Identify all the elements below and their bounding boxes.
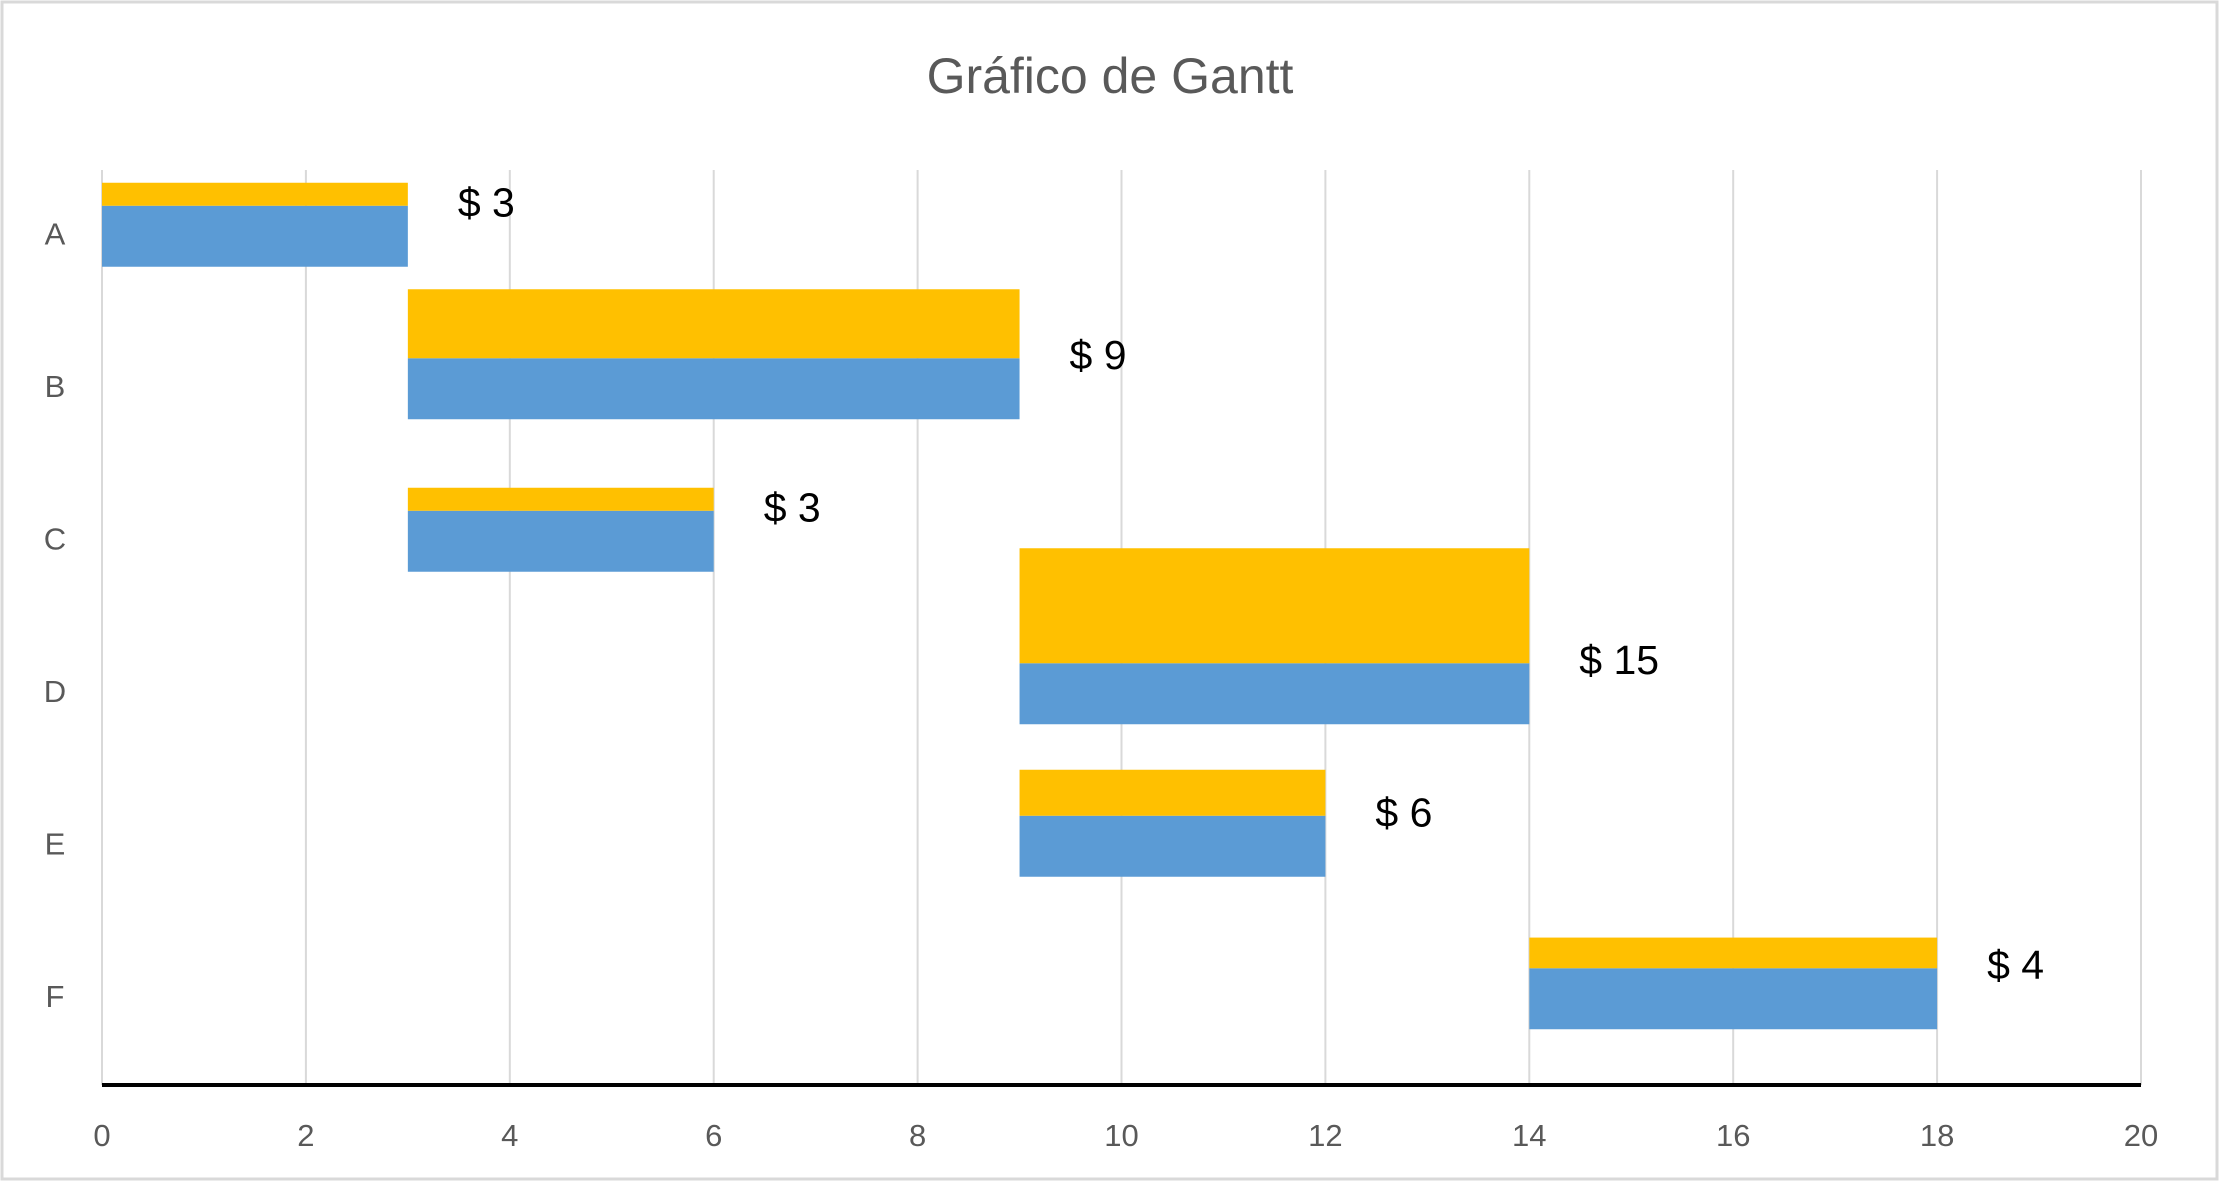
data-label: $ 6: [1375, 790, 1432, 836]
x-tick-label: 4: [501, 1118, 518, 1153]
y-tick-label: D: [44, 674, 66, 709]
x-tick-label: 6: [705, 1118, 722, 1153]
x-tick-label: 8: [909, 1118, 926, 1153]
y-tick-label: F: [46, 979, 65, 1014]
cost-bar: [407, 487, 714, 511]
cost-bar: [102, 182, 408, 206]
data-label: $ 3: [458, 180, 515, 226]
duration-bar: [407, 510, 714, 572]
cost-bar: [407, 289, 1020, 359]
data-label: $ 15: [1579, 637, 1659, 683]
data-label: $ 9: [1070, 332, 1127, 378]
data-label: $ 4: [1987, 942, 2044, 988]
duration-bar: [1019, 663, 1530, 725]
cost-bar: [1019, 548, 1530, 664]
x-tick-label: 14: [1512, 1118, 1546, 1153]
y-tick-label: A: [45, 216, 66, 251]
cost-bar: [1529, 937, 1938, 969]
duration-bar: [407, 358, 1020, 420]
x-tick-label: 20: [2124, 1118, 2158, 1153]
duration-bar: [102, 205, 408, 267]
x-tick-label: 18: [1920, 1118, 1954, 1153]
cost-bar: [1019, 769, 1326, 816]
duration-bar: [1019, 815, 1326, 877]
y-tick-label: C: [44, 521, 66, 556]
x-tick-label: 0: [93, 1118, 110, 1153]
chart-title: Gráfico de Gantt: [927, 48, 1294, 104]
duration-bar: [1529, 968, 1938, 1030]
x-tick-label: 16: [1716, 1118, 1750, 1153]
y-tick-label: B: [45, 369, 66, 404]
x-tick-label: 2: [297, 1118, 314, 1153]
x-tick-label: 12: [1308, 1118, 1342, 1153]
data-label: $ 3: [764, 485, 821, 531]
x-tick-label: 10: [1104, 1118, 1138, 1153]
y-tick-label: E: [45, 826, 66, 861]
